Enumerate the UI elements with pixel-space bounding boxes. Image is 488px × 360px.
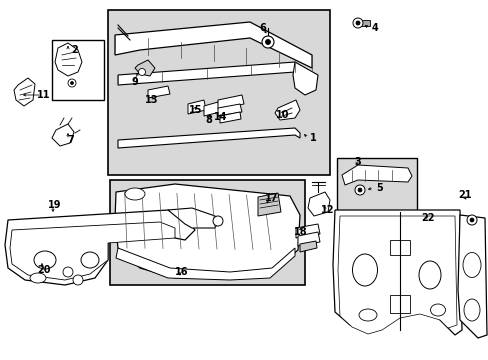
Bar <box>336 158 416 213</box>
Polygon shape <box>274 100 299 120</box>
Text: 5: 5 <box>375 183 382 193</box>
Text: 8: 8 <box>205 115 212 125</box>
Text: 4: 4 <box>371 23 378 33</box>
Text: 21: 21 <box>457 190 471 200</box>
Text: 22: 22 <box>420 213 434 223</box>
Ellipse shape <box>352 254 377 286</box>
Text: 20: 20 <box>37 265 51 275</box>
Polygon shape <box>168 208 218 228</box>
Circle shape <box>352 18 362 28</box>
Polygon shape <box>299 241 316 252</box>
Text: 6: 6 <box>259 23 266 33</box>
Polygon shape <box>297 232 319 246</box>
Circle shape <box>70 81 73 85</box>
Bar <box>52 40 104 100</box>
Polygon shape <box>14 78 35 106</box>
Polygon shape <box>295 224 319 238</box>
Circle shape <box>63 267 73 277</box>
Ellipse shape <box>34 251 56 269</box>
Text: 18: 18 <box>294 227 307 237</box>
Text: 7: 7 <box>67 135 74 145</box>
Ellipse shape <box>30 273 46 283</box>
Text: 15: 15 <box>189 105 203 115</box>
Polygon shape <box>115 184 299 278</box>
Circle shape <box>138 68 145 76</box>
Polygon shape <box>203 102 220 116</box>
Text: 17: 17 <box>264 193 278 203</box>
Circle shape <box>213 216 223 226</box>
Polygon shape <box>258 193 281 216</box>
Ellipse shape <box>358 309 376 321</box>
Polygon shape <box>10 222 175 280</box>
Polygon shape <box>292 62 317 95</box>
Ellipse shape <box>462 252 480 278</box>
Ellipse shape <box>125 188 145 200</box>
Polygon shape <box>55 43 82 76</box>
Polygon shape <box>341 165 411 185</box>
Bar <box>110 180 305 285</box>
Polygon shape <box>52 124 74 146</box>
Circle shape <box>355 21 359 25</box>
Text: 11: 11 <box>37 90 51 100</box>
Text: 16: 16 <box>175 267 188 277</box>
Polygon shape <box>187 100 205 114</box>
Ellipse shape <box>463 299 479 321</box>
Text: 3: 3 <box>354 157 361 167</box>
Polygon shape <box>135 60 155 76</box>
Text: 9: 9 <box>131 77 138 87</box>
Polygon shape <box>118 128 299 148</box>
Circle shape <box>466 215 476 225</box>
Circle shape <box>68 79 76 87</box>
Polygon shape <box>218 95 244 109</box>
Ellipse shape <box>418 261 440 289</box>
Polygon shape <box>332 210 461 335</box>
Circle shape <box>357 188 361 192</box>
Ellipse shape <box>81 252 99 268</box>
Text: 2: 2 <box>71 45 78 55</box>
Text: 13: 13 <box>145 95 159 105</box>
Polygon shape <box>5 210 195 285</box>
Polygon shape <box>337 216 456 334</box>
Text: 19: 19 <box>48 200 61 210</box>
Ellipse shape <box>429 304 445 316</box>
Circle shape <box>469 218 473 222</box>
Bar <box>389 240 409 255</box>
Text: 12: 12 <box>321 205 334 215</box>
Polygon shape <box>220 112 241 123</box>
Polygon shape <box>115 22 311 68</box>
Text: 14: 14 <box>214 112 227 122</box>
Bar <box>359 20 369 26</box>
Text: 10: 10 <box>276 110 289 120</box>
Polygon shape <box>457 215 486 338</box>
Bar <box>108 10 329 175</box>
Circle shape <box>265 40 270 45</box>
Polygon shape <box>148 86 170 98</box>
Circle shape <box>73 275 83 285</box>
Bar <box>389 295 409 313</box>
Polygon shape <box>218 104 242 116</box>
Polygon shape <box>307 192 329 216</box>
Circle shape <box>262 36 273 48</box>
Circle shape <box>354 185 364 195</box>
Text: 1: 1 <box>309 133 316 143</box>
Polygon shape <box>118 62 307 85</box>
Polygon shape <box>116 248 294 280</box>
